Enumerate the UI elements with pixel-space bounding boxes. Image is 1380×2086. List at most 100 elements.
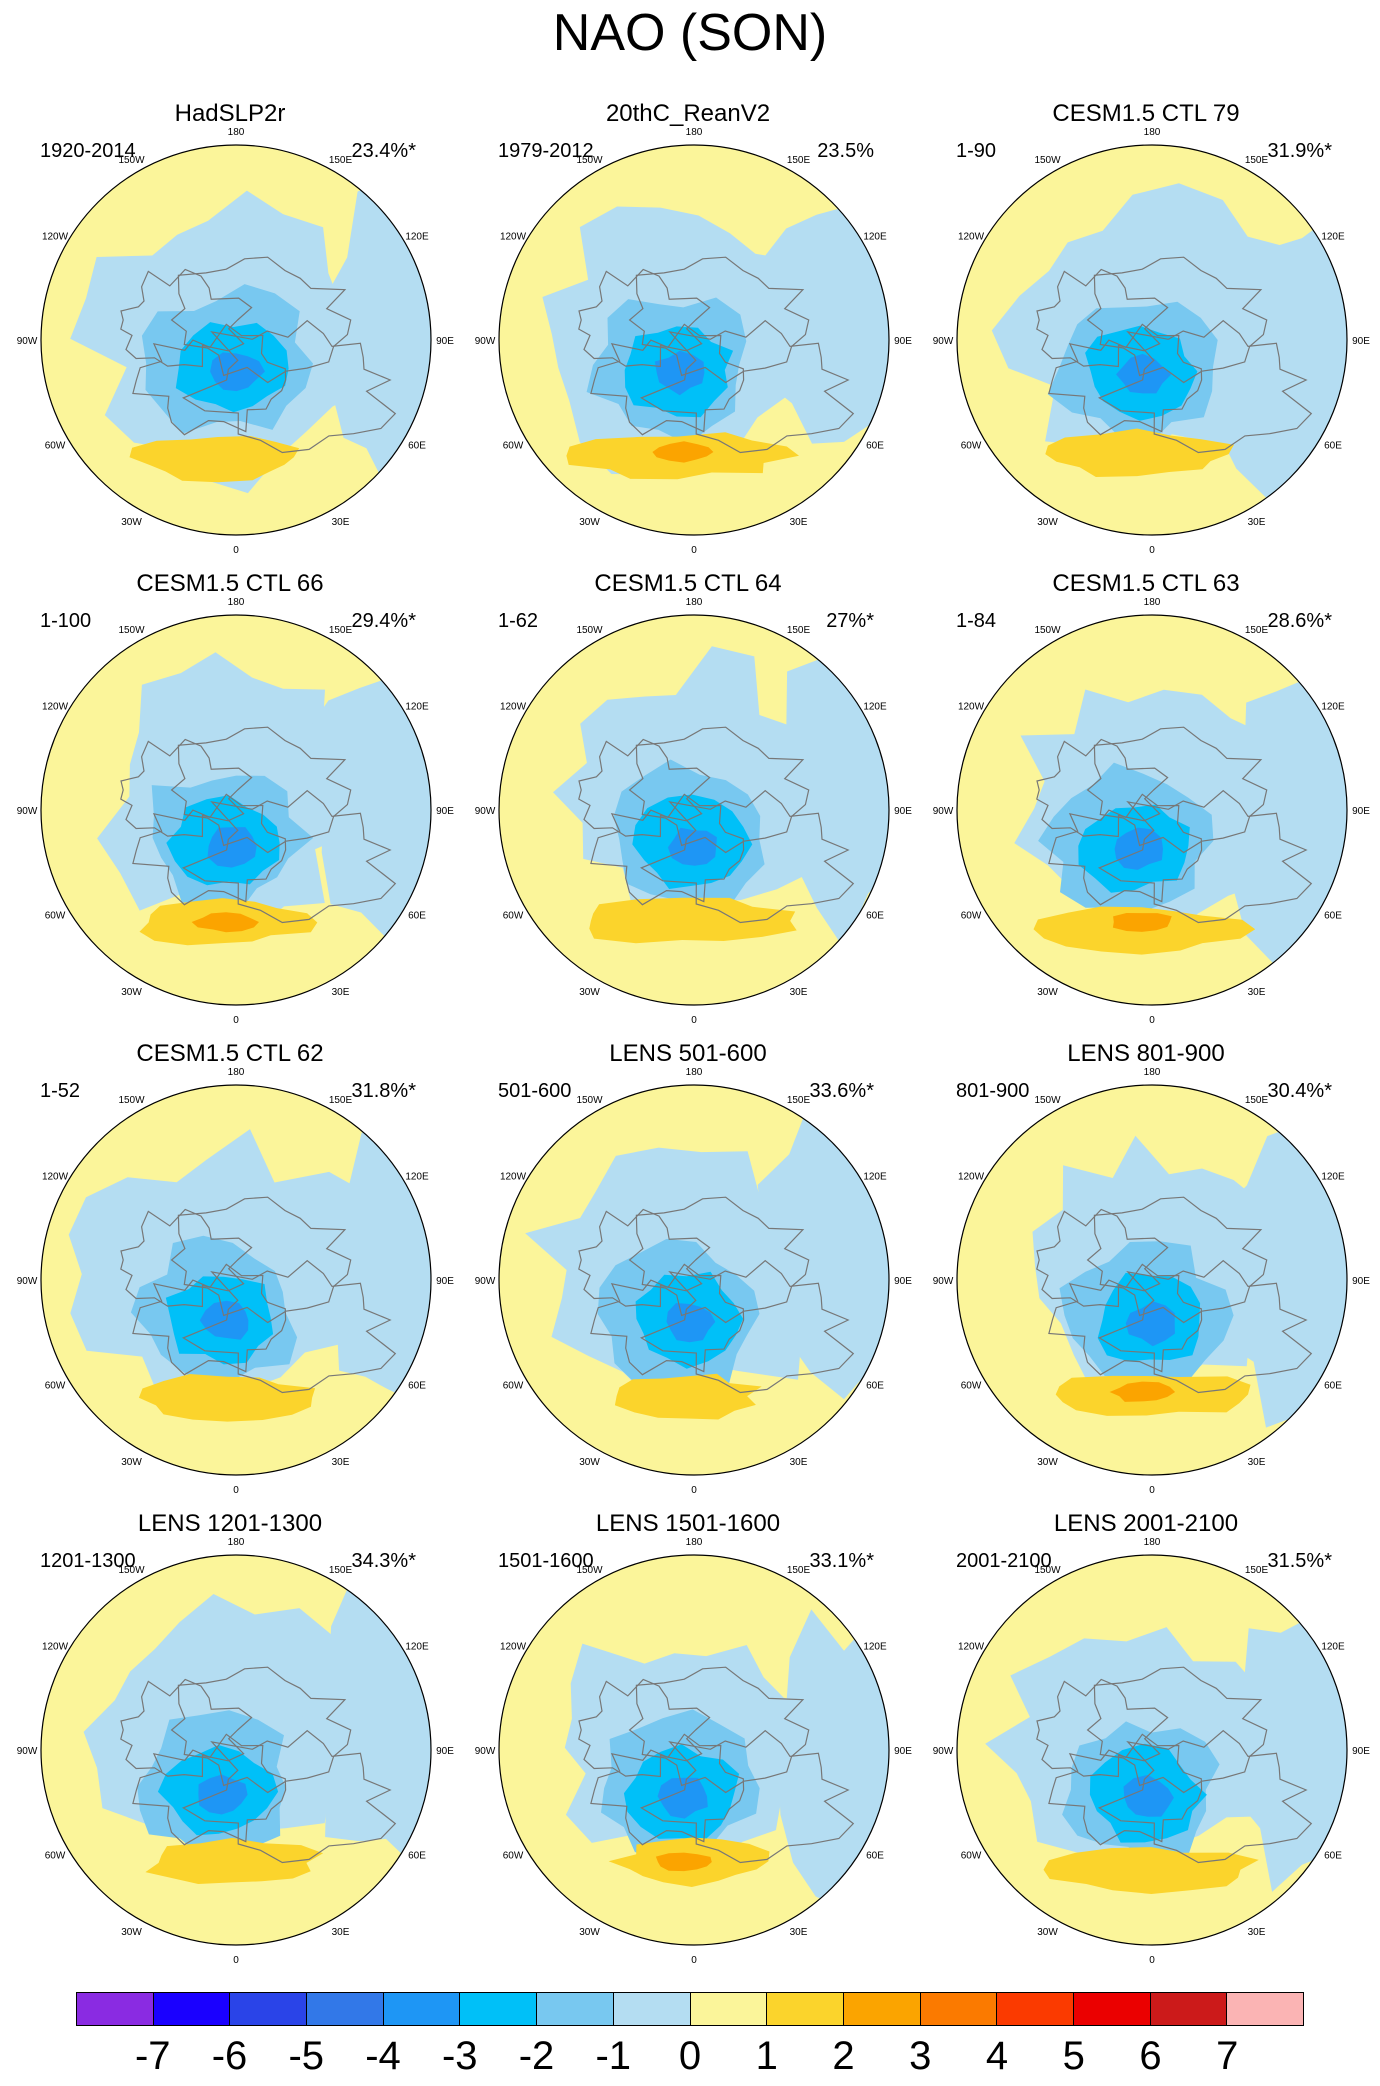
polar-map: 180 150E 120E 90E 60E 30E 0 30W 60W 90W 120W 150W (17, 1067, 455, 1496)
longitude-label: 120E (863, 1172, 887, 1183)
panel-title: CESM1.5 CTL 63 (1052, 570, 1240, 597)
contour-neg4 (654, 350, 705, 396)
map-boundary (40, 614, 432, 1006)
colorbar-tick-label: -6 (211, 2034, 248, 2078)
map-panel: LENS 2001-2100 2001-2100 31.5%* 180 150E 120E… (916, 1510, 1376, 1980)
map-boundary (40, 144, 432, 536)
longitude-label: 90W (475, 806, 496, 817)
longitude-label: 150W (1034, 1095, 1061, 1106)
longitude-label: 90E (1352, 806, 1370, 817)
coastlines (578, 726, 855, 924)
contour-pos2 (655, 1852, 712, 1872)
map-boundary (40, 1084, 432, 1476)
colorbar-tick-label: -4 (365, 2034, 401, 2078)
longitude-label: 120E (1321, 1642, 1345, 1653)
polar-map: 180 150E 120E 90E 60E 30E 0 30W 60W 90W 120W 150W (475, 597, 913, 1026)
longitude-label: 180 (686, 1067, 703, 1078)
longitude-label: 60E (1324, 911, 1342, 922)
polar-map: 180 150E 120E 90E 60E 30E 0 30W 60W 90W 120W 150W (933, 1067, 1371, 1496)
longitude-label: 180 (1144, 127, 1161, 138)
colorbar-box (690, 1993, 768, 2025)
longitude-label: 120E (863, 1642, 887, 1653)
map-boundary (498, 614, 890, 1006)
longitude-label: 30E (790, 987, 808, 998)
contour-neg4 (1123, 1774, 1174, 1817)
coastlines (1036, 1196, 1313, 1394)
colorbar-tick-label: 3 (909, 2034, 932, 2078)
chart-title: NAO (SON) (552, 4, 828, 62)
longitude-label: 30W (121, 987, 142, 998)
map-panel: CESM1.5 CTL 79 1-90 31.9%* 180 150E 120E 90E 60… (916, 100, 1376, 570)
panel-variance: 23.5% (817, 140, 874, 162)
colorbar-box (383, 1993, 461, 2025)
colorbar-tick-label: 6 (1139, 2034, 1162, 2078)
longitude-label: 30W (579, 987, 600, 998)
contour-neg4 (198, 1774, 248, 1815)
longitude-label: 150E (787, 155, 811, 166)
longitude-label: 120W (958, 1172, 985, 1183)
longitude-label: 120W (958, 702, 985, 713)
map-panel: HadSLP2r 1920-2014 23.4%* 180 150E 120E 90E 60E… (0, 100, 460, 570)
longitude-label: 90E (894, 1746, 912, 1757)
panel-period: 1920-2014 (40, 140, 136, 162)
panel-title: LENS 2001-2100 (1053, 1510, 1239, 1537)
longitude-label: 90W (475, 336, 496, 347)
longitude-label: 120E (1321, 702, 1345, 713)
longitude-label: 60E (408, 1851, 426, 1862)
panel-period: 1-100 (40, 610, 92, 632)
panel-period: 1201-1300 (40, 1550, 136, 1572)
longitude-label: 90W (933, 1276, 954, 1287)
contour-pos1 (1045, 428, 1234, 477)
map-boundary (956, 144, 1348, 536)
colorbar-tick-label: 0 (678, 2034, 702, 2078)
panel-period: 1979-2012 (498, 140, 594, 162)
colorbar-tick-label: 5 (1062, 2034, 1085, 2078)
longitude-label: 90W (933, 336, 954, 347)
longitude-label: 60E (866, 1381, 884, 1392)
longitude-label: 60W (503, 911, 524, 922)
panel-variance: 33.1%* (809, 1550, 875, 1572)
longitude-label: 0 (233, 1015, 239, 1026)
map-panel: CESM1.5 CTL 62 1-52 31.8%* 180 150E 120E 90E 60… (0, 1040, 460, 1510)
polar-map: 180 150E 120E 90E 60E 30E 0 30W 60W 90W 120W 150W (933, 597, 1371, 1026)
longitude-label: 30E (790, 517, 808, 528)
longitude-label: 60W (503, 441, 524, 452)
longitude-label: 120W (42, 702, 69, 713)
longitude-label: 120W (500, 1172, 527, 1183)
longitude-label: 90W (475, 1746, 496, 1757)
longitude-label: 0 (1149, 1015, 1155, 1026)
contour-neg1-east (757, 1092, 889, 1400)
map-boundary (956, 1554, 1348, 1946)
colorbar-tick-label: -5 (288, 2034, 325, 2078)
panel-variance: 31.8%* (351, 1080, 417, 1102)
longitude-label: 60E (1324, 441, 1342, 452)
colorbar-box (153, 1993, 231, 2025)
polar-map: 180 150E 120E 90E 60E 30E 0 30W 60W 90W 120W 150W (933, 1537, 1371, 1966)
longitude-label: 30E (790, 1927, 808, 1938)
coastlines (1036, 256, 1313, 454)
panel-variance: 31.5%* (1267, 1550, 1333, 1572)
longitude-label: 120W (42, 232, 69, 243)
longitude-label: 0 (691, 545, 697, 556)
map-panel: CESM1.5 CTL 64 1-62 27%* 180 150E 120E 90E 60E 3… (458, 570, 918, 1040)
coastlines (120, 726, 397, 924)
longitude-label: 30E (1248, 1457, 1266, 1468)
longitude-label: 0 (691, 1485, 697, 1496)
longitude-label: 60W (961, 1381, 982, 1392)
longitude-label: 90E (436, 806, 454, 817)
longitude-label: 150E (1245, 155, 1269, 166)
contour-pos1 (589, 897, 797, 944)
colorbar-tick-label: -7 (134, 2034, 171, 2078)
colorbar-box (537, 1993, 614, 2025)
polar-map: 180 150E 120E 90E 60E 30E 0 30W 60W 90W 120W 150W (933, 127, 1371, 556)
contour-neg4 (657, 1777, 708, 1819)
coastlines (120, 256, 397, 454)
contour-pos2 (191, 912, 259, 933)
longitude-label: 180 (686, 597, 703, 608)
longitude-label: 120E (405, 232, 429, 243)
longitude-label: 180 (686, 1537, 703, 1548)
longitude-label: 180 (1144, 597, 1161, 608)
longitude-label: 60E (408, 441, 426, 452)
colorbar-tick-label: -2 (518, 2034, 555, 2078)
panel-period: 501-600 (498, 1080, 572, 1102)
